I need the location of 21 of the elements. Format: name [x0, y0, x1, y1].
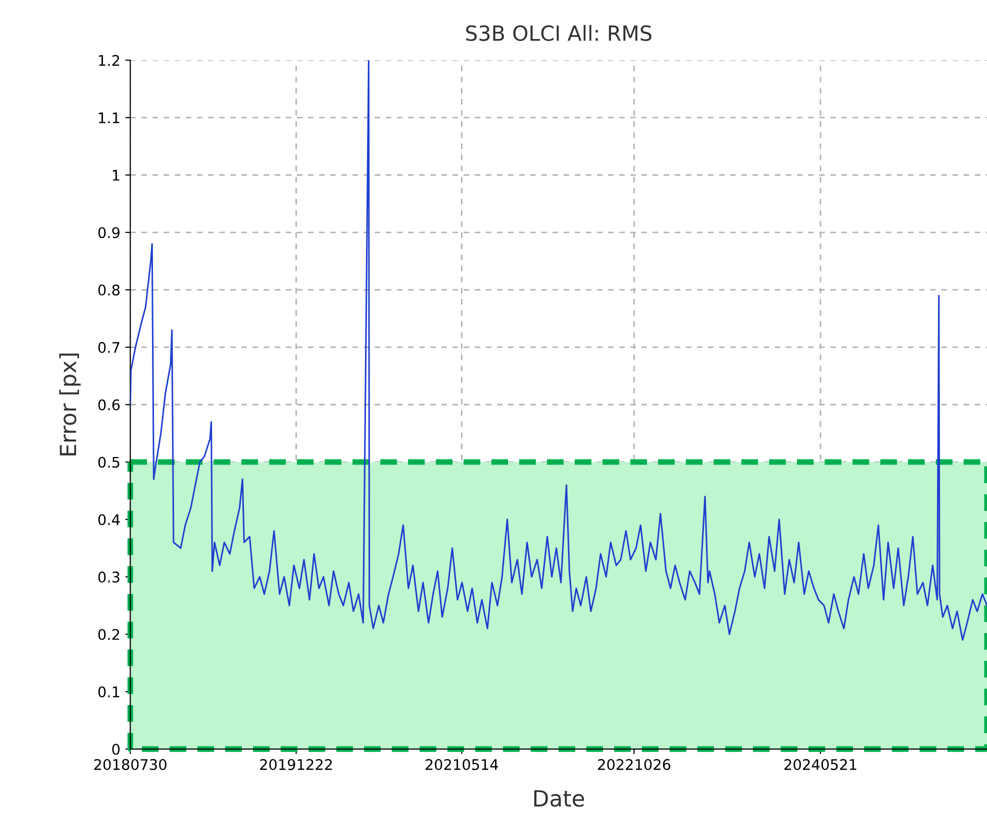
y-tick-label: 0.7 — [98, 342, 120, 353]
x-tick-label: 20221026 — [598, 759, 670, 770]
y-tick-label: 0.8 — [98, 284, 120, 296]
y-tick-label: 1.1 — [98, 112, 120, 124]
y-tick-label: 1 — [112, 170, 120, 181]
x-tick-label: 20191222 — [260, 759, 332, 770]
x-tick-label: 20210514 — [426, 759, 498, 770]
x-tick-label: 20240521 — [784, 759, 856, 770]
y-tick-label: 0.3 — [98, 572, 120, 583]
y-tick-label: 0.6 — [98, 399, 120, 410]
y-tick-label: 0.4 — [98, 514, 120, 526]
y-tick-label: 1.2 — [98, 54, 120, 66]
y-tick-label: 0.5 — [98, 456, 120, 468]
y-tick-label: 0 — [112, 744, 120, 755]
chart-title: S3B OLCI All: RMS — [466, 24, 652, 42]
y-tick-label: 0.9 — [98, 227, 120, 238]
y-tick-label: 0.2 — [98, 628, 120, 640]
y-tick-label: 0.1 — [98, 686, 120, 698]
x-tick-label: 20180730 — [94, 759, 166, 770]
y-axis-title: Error [px] — [59, 354, 81, 456]
x-axis-title: Date — [534, 790, 584, 807]
